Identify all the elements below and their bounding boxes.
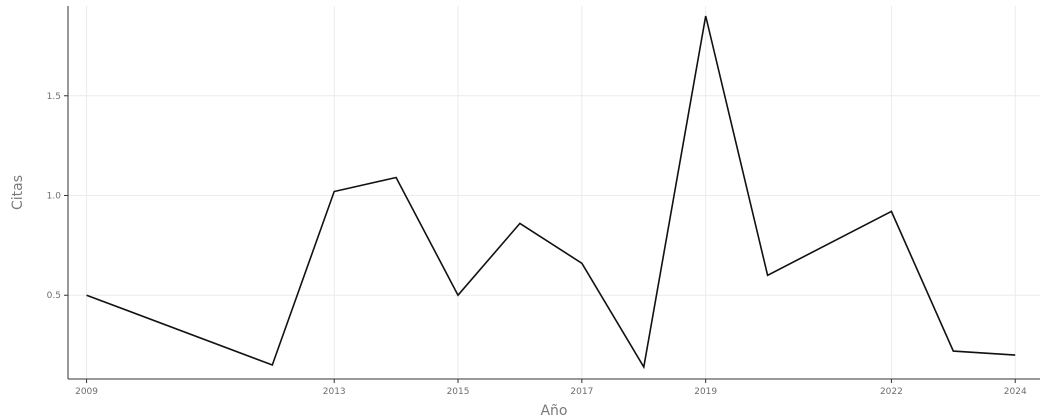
y-tick-label-0.5: 0.5 [47, 291, 61, 301]
x-tick-label-2013: 2013 [323, 387, 346, 397]
axes-layer [67, 6, 1040, 380]
y-tick-label-1.5: 1.5 [47, 92, 61, 102]
grid-layer [68, 6, 1040, 379]
series-line-0 [86, 15, 1016, 370]
y-axis-title: Citas [10, 175, 26, 210]
x-tick-label-2015: 2015 [447, 387, 470, 397]
x-tick-label-2009: 2009 [75, 387, 98, 397]
series-layer [86, 15, 1016, 370]
x-axis-title: Año [540, 403, 567, 419]
x-tick-label-2019: 2019 [694, 387, 717, 397]
x-tick-label-2017: 2017 [570, 387, 593, 397]
x-tick-label-2022: 2022 [880, 387, 903, 397]
ticks-layer: 2009 2013 2015 2017 2019 2022 2024 0.5 1.0 1.5 [47, 92, 1027, 397]
y-tick-label-1.0: 1.0 [47, 191, 62, 201]
x-tick-label-2024: 2024 [1004, 387, 1027, 397]
